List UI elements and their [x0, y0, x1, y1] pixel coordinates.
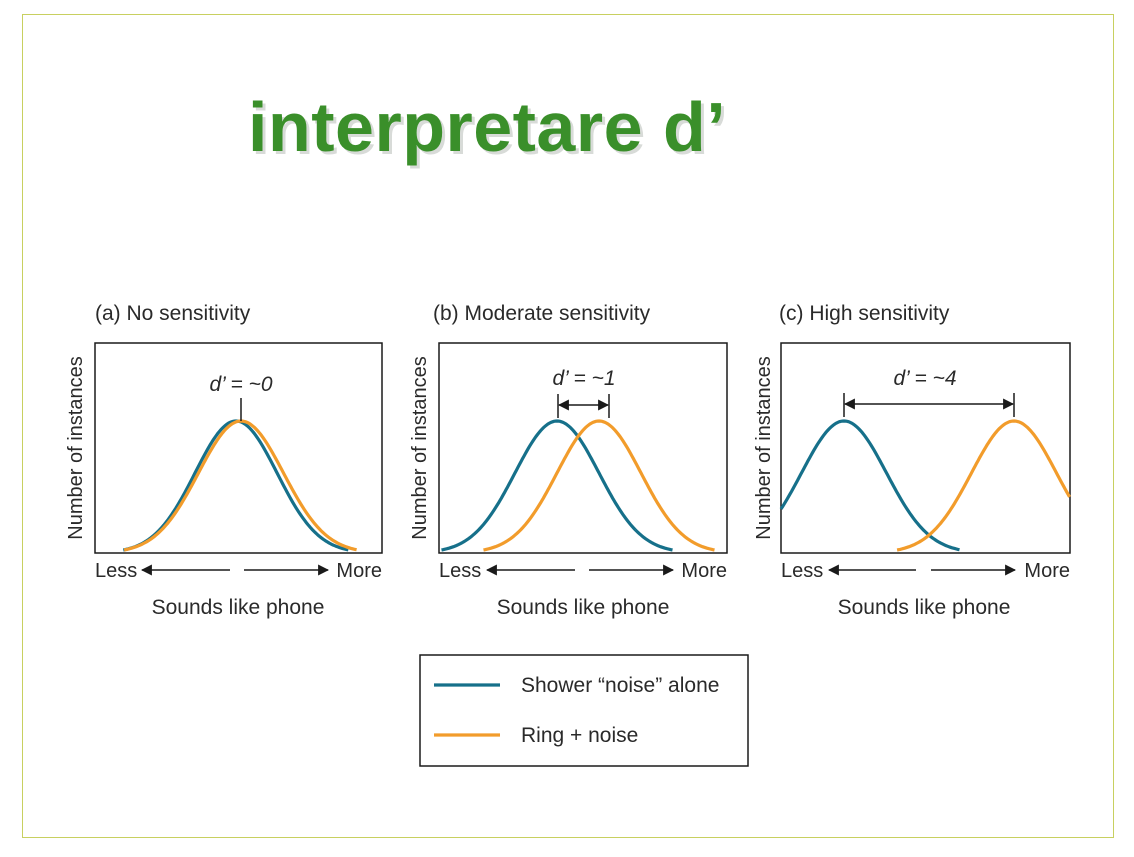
panel-heading: (a) No sensitivity [95, 302, 251, 325]
plot-frame [438, 342, 728, 554]
less-label: Less [95, 560, 137, 582]
dprime-label: d’ = ~0 [209, 373, 272, 396]
slide-frame [22, 14, 1114, 838]
less-label: Less [781, 560, 823, 582]
slide-title: interpretare d’ [248, 88, 727, 166]
y-axis-label: Number of instances [753, 356, 775, 539]
legend: Shower “noise” alone Ring + noise [419, 654, 749, 767]
plot-frame [94, 342, 383, 554]
panel-no-sensitivity: (a) No sensitivity Number of instances d… [65, 302, 383, 619]
more-label: More [336, 560, 382, 582]
signal-distribution-curve [123, 419, 357, 552]
x-axis-label: Sounds like phone [838, 596, 1011, 619]
x-axis-label: Sounds like phone [497, 596, 670, 619]
noise-distribution-curve [441, 419, 673, 552]
plot-frame [780, 342, 1071, 554]
legend-noise-label: Shower “noise” alone [521, 674, 719, 697]
panel-heading: (b) Moderate sensitivity [433, 302, 651, 325]
y-axis-label: Number of instances [65, 356, 87, 539]
legend-box [419, 654, 749, 767]
panel-high-sensitivity: (c) High sensitivity Number of instances… [753, 302, 1071, 619]
legend-signal-label: Ring + noise [521, 724, 638, 747]
more-label: More [681, 560, 727, 582]
dprime-label: d’ = ~4 [893, 367, 956, 390]
signal-distribution-curve [896, 419, 1071, 552]
x-axis-label: Sounds like phone [152, 596, 325, 619]
noise-distribution-curve [122, 419, 349, 552]
less-label: Less [439, 560, 481, 582]
dprime-label: d’ = ~1 [552, 367, 615, 390]
panel-moderate-sensitivity: (b) Moderate sensitivity Number of insta… [409, 302, 728, 619]
y-axis-label: Number of instances [409, 356, 431, 539]
more-label: More [1024, 560, 1070, 582]
signal-distribution-curve [483, 419, 715, 552]
panel-heading: (c) High sensitivity [779, 302, 950, 325]
